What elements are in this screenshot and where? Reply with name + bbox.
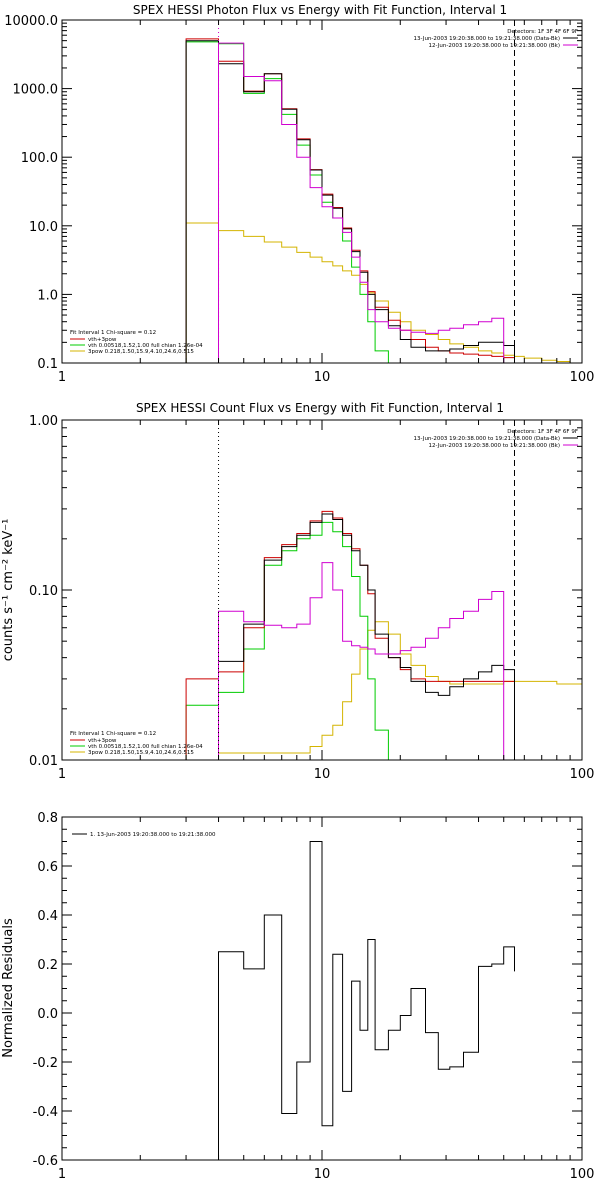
legend-3pow: 3pow 0.218,1.50,15.9,4.10,24.6,0.515 [88, 349, 194, 355]
y-tick-label: -0.4 [33, 1105, 58, 1120]
count-flux-legend-right: Detectors: 1F 3F 4F 6F 9F 13-Jun-2003 19… [414, 429, 578, 449]
series-0-line [218, 841, 515, 1160]
y-tick-label: 0.01 [29, 754, 58, 769]
y-tick-label: 0.10 [29, 584, 58, 599]
y-tick-label: 0.2 [37, 958, 58, 973]
series-4-line [218, 621, 583, 760]
legend-bk: 12-Jun-2003 19:20:38.000 to 19:21:38.000… [428, 43, 560, 49]
y-tick-label: 1.0 [37, 288, 58, 303]
series-1-line [185, 38, 515, 363]
legend-data-bk: 13-Jun-2003 19:20:38.000 to 19:21:38.000… [414, 36, 560, 42]
legend-detectors: Detectors: 1F 3F 4F 6F 9F [507, 429, 578, 435]
y-tick-label: -0.2 [33, 1056, 58, 1071]
legend-fit-interval: Fit Interval 1 Chi-square = 0.12 [70, 330, 156, 336]
legend-vth3pow: vth+3pow [88, 738, 117, 744]
photon-flux-title: SPEX HESSI Photon Flux vs Energy with Fi… [133, 3, 507, 17]
photon-flux-legend-left: Fit Interval 1 Chi-square = 0.12 vth+3po… [70, 330, 203, 355]
y-tick-label: 0.0 [37, 1007, 58, 1022]
legend-vth: vth 0.00518,1.52,1.00 full chian 1.26e-0… [88, 343, 203, 349]
y-tick-label: 100.0 [21, 151, 58, 166]
photon-flux-panel: SPEX HESSI Photon Flux vs Energy with Fi… [4, 3, 594, 385]
residuals-panel: 1 10 100 -0.6 -0.4 -0.2 0.0 0.2 0.4 0.6 0.8 Normal… [1, 811, 594, 1182]
legend-vth3pow: vth+3pow [88, 337, 117, 343]
y-tick-label: 10.0 [29, 220, 58, 235]
x-tick-label: 1 [58, 767, 66, 782]
y-tick-label: 0.4 [37, 909, 58, 924]
y-tick-label: 0.1 [37, 357, 58, 372]
y-tick-label: 1.00 [29, 414, 58, 429]
series-3-line [218, 562, 505, 760]
series-4-line [185, 222, 582, 364]
residuals-ylabel: Normalized Residuals [1, 918, 16, 1058]
residuals-legend: 1. 13-Jun-2003 19:20:38.000 to 19:21:38.… [72, 832, 216, 838]
x-tick-label: 100 [570, 370, 595, 385]
series-0-line [185, 40, 515, 363]
x-tick-label: 1 [58, 1167, 66, 1182]
x-tick-label: 10 [314, 1167, 331, 1182]
x-tick-label: 10 [314, 370, 331, 385]
series-0-line [218, 513, 515, 760]
count-flux-panel: SPEX HESSI Count Flux vs Energy with Fit… [1, 401, 594, 782]
count-flux-ylabel: counts s⁻¹ cm⁻² keV⁻¹ [1, 519, 16, 662]
legend-vth: vth 0.00518,1.52,1.00 full chian 1.26e-0… [88, 744, 203, 750]
y-tick-label: 10000.0 [4, 14, 58, 29]
y-tick-label: 0.6 [37, 860, 58, 875]
y-tick-label: 1000.0 [13, 83, 59, 98]
x-tick-label: 1 [58, 370, 66, 385]
legend-detectors: Detectors: 1F 3F 4F 6F 9F [507, 29, 578, 35]
legend-fit-interval: Fit Interval 1 Chi-square = 0.12 [70, 731, 156, 737]
x-tick-label: 10 [314, 767, 331, 782]
y-tick-label: -0.6 [33, 1154, 58, 1169]
y-tick-label: 0.8 [37, 811, 58, 826]
count-flux-title: SPEX HESSI Count Flux vs Energy with Fit… [136, 401, 504, 415]
legend-3pow: 3pow 0.218,1.50,15.9,4.10,24.6,0.515 [88, 750, 194, 756]
legend-data-bk: 13-Jun-2003 19:20:38.000 to 19:21:38.000… [414, 436, 560, 442]
count-flux-legend-left: Fit Interval 1 Chi-square = 0.12 vth+3po… [70, 731, 203, 756]
x-tick-label: 100 [570, 767, 595, 782]
legend-bk: 12-Jun-2003 19:20:38.000 to 19:21:38.000… [428, 443, 560, 449]
x-tick-label: 100 [570, 1167, 595, 1182]
series-3-line [218, 42, 505, 363]
legend-interval: 1. 13-Jun-2003 19:20:38.000 to 19:21:38.… [90, 832, 216, 838]
photon-flux-legend-right: Detectors: 1F 3F 4F 6F 9F 13-Jun-2003 19… [414, 29, 578, 49]
series-1-line [185, 510, 515, 760]
